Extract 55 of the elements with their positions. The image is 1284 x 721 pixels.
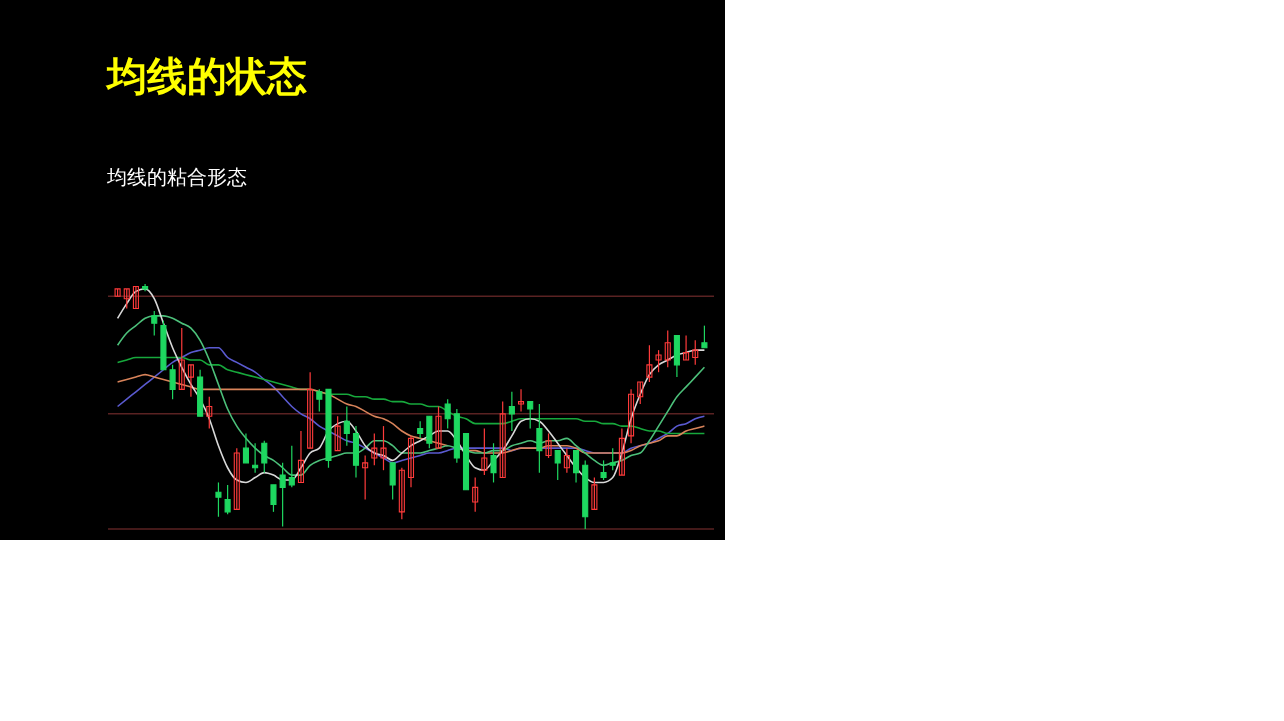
candlestick (508, 391, 515, 432)
candlestick (398, 467, 405, 520)
candlestick (683, 334, 690, 361)
candlestick (536, 403, 543, 474)
candlestick (692, 339, 699, 366)
candlestick (233, 447, 240, 510)
candlestick (472, 476, 479, 513)
candlestick (224, 484, 231, 515)
chart-subtitle: 均线的粘合形态 (106, 165, 248, 190)
candlestick (132, 285, 139, 310)
candlestick (490, 442, 497, 484)
candlestick (307, 371, 314, 449)
candlestick (261, 440, 268, 474)
candlestick (701, 325, 708, 349)
candlestick (591, 476, 598, 510)
candlestick (573, 450, 580, 484)
candlestick (600, 459, 607, 481)
candlestick (288, 445, 295, 488)
chart-title: 均线的状态 (105, 53, 308, 100)
candlestick (664, 329, 671, 368)
candlestick (297, 430, 305, 484)
candlestick (371, 432, 378, 466)
candlestick (554, 450, 561, 481)
candlestick (334, 415, 341, 452)
candlestick (169, 364, 176, 400)
candlestick (637, 381, 644, 405)
candlestick (407, 435, 415, 488)
candlestick (628, 388, 635, 444)
candlestick (362, 454, 369, 501)
candlestick (178, 327, 185, 390)
candlestick (618, 427, 625, 476)
candlestick (206, 396, 213, 430)
candlestick (435, 405, 442, 449)
candlestick (242, 432, 249, 464)
candlestick (343, 405, 350, 447)
candlestick (655, 349, 662, 373)
candlestick (545, 432, 552, 459)
candlestick (187, 364, 194, 398)
candlestick (444, 398, 451, 430)
candlestick (279, 462, 286, 528)
candlestick (527, 401, 534, 430)
candlestick (646, 344, 653, 383)
candlestick (609, 447, 616, 471)
candlestick (316, 388, 323, 412)
candlestick (123, 288, 130, 310)
candlestick (270, 484, 277, 513)
candlestick (481, 427, 488, 476)
candlestick (517, 388, 525, 412)
candlestick (215, 481, 222, 518)
candlestick (380, 425, 387, 471)
candlestick (499, 401, 506, 479)
candlestick (389, 462, 396, 501)
candlestick (151, 310, 158, 337)
candlestick (252, 442, 259, 474)
candlestick (563, 447, 570, 474)
